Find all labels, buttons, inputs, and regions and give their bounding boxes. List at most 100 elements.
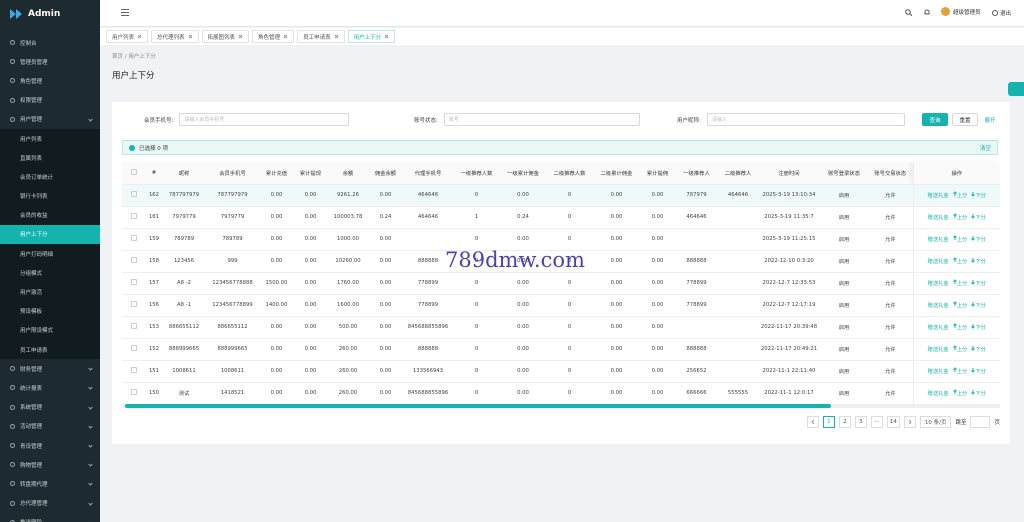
action-link[interactable]: 下分: [971, 258, 986, 265]
action-link[interactable]: 上分: [952, 389, 967, 397]
cell: 允许: [868, 184, 913, 207]
action-link[interactable]: 赠送礼金: [928, 237, 949, 243]
checkbox[interactable]: [130, 389, 137, 395]
jump-input[interactable]: [970, 416, 991, 428]
menu-item[interactable]: 直属列表: [0, 148, 100, 168]
menu-item[interactable]: 用户激活: [0, 282, 100, 302]
action-link[interactable]: 赠送礼金: [928, 347, 949, 353]
action-link[interactable]: 下分: [971, 214, 986, 221]
menu-item[interactable]: 分组模式: [0, 263, 100, 283]
action-link[interactable]: 上分: [952, 257, 967, 265]
clear-button[interactable]: 清空: [979, 145, 991, 152]
menu-item[interactable]: 活动管理: [0, 417, 100, 436]
filter-select[interactable]: 账号: [443, 113, 640, 126]
next-page[interactable]: [903, 416, 916, 428]
checkbox[interactable]: [130, 213, 137, 219]
menu-item[interactable]: 用户打码明细: [0, 244, 100, 264]
menu-item[interactable]: 权限管理: [0, 91, 100, 110]
action-link[interactable]: 上分: [952, 345, 967, 353]
action-link[interactable]: 下分: [971, 236, 986, 243]
checkbox[interactable]: [130, 301, 137, 307]
action-link[interactable]: 上分: [952, 323, 967, 331]
checkbox[interactable]: [130, 279, 137, 285]
tab[interactable]: 用户列表: [106, 30, 149, 43]
search-button[interactable]: 查询: [922, 113, 948, 126]
menu-item[interactable]: 用户上下分: [0, 224, 100, 245]
action-link[interactable]: 上分: [952, 191, 967, 199]
action-cell: 赠送礼金 上分 下分: [912, 228, 1000, 251]
user-menu[interactable]: 超级管理员: [941, 7, 981, 16]
action-link[interactable]: 下分: [971, 280, 986, 287]
menu-item[interactable]: 银行卡列表: [0, 186, 100, 206]
menu-item[interactable]: 用户限设模式: [0, 320, 100, 340]
tab[interactable]: 用户上下分: [347, 30, 396, 43]
menu-item[interactable]: 会员订单统计: [0, 167, 100, 187]
page-button[interactable]: 14: [886, 416, 900, 428]
menu-item[interactable]: 购物管理: [0, 455, 100, 474]
tab[interactable]: 拓展图列表: [201, 30, 250, 43]
menu-item[interactable]: 青设管理: [0, 436, 100, 455]
action-link[interactable]: 上分: [952, 367, 967, 375]
action-link[interactable]: 赠送礼金: [928, 193, 949, 199]
action-link[interactable]: 下分: [971, 346, 986, 353]
action-link[interactable]: 赠送礼金: [928, 369, 949, 375]
settings-button[interactable]: [1008, 82, 1024, 96]
checkbox[interactable]: [130, 323, 137, 329]
filter-input[interactable]: 请输入会员手机号: [179, 113, 350, 126]
action-link[interactable]: 赠送礼金: [928, 303, 949, 309]
menu-item[interactable]: 用户列表: [0, 128, 100, 149]
action-link[interactable]: 赠送礼金: [928, 281, 949, 287]
tab[interactable]: 总代理列表: [151, 30, 199, 43]
expand-button[interactable]: 展开: [984, 117, 996, 124]
action-link[interactable]: 下分: [971, 324, 986, 331]
checkbox[interactable]: [130, 235, 137, 241]
checkbox[interactable]: [130, 345, 137, 351]
reset-button[interactable]: 重置: [952, 113, 978, 126]
action-link[interactable]: 上分: [952, 301, 967, 309]
logout[interactable]: 退出: [992, 9, 1011, 17]
action-link[interactable]: 赠送礼金: [928, 215, 949, 221]
action-link[interactable]: 赠送礼金: [928, 259, 949, 265]
menu-item[interactable]: 用户管理: [0, 110, 100, 129]
action-link[interactable]: 上分: [952, 279, 967, 287]
page-button[interactable]: 3: [854, 416, 867, 428]
checkbox[interactable]: [130, 257, 137, 263]
page-button[interactable]: 2: [838, 416, 851, 428]
menu-item[interactable]: 员工申请表: [0, 340, 100, 360]
checkbox[interactable]: [130, 168, 137, 175]
action-link[interactable]: 下分: [971, 368, 986, 375]
action-link[interactable]: 上分: [952, 213, 967, 221]
action-link[interactable]: 赠送礼金: [928, 391, 949, 397]
menu-item[interactable]: 推送删除: [0, 513, 100, 522]
filter-input[interactable]: 请输入: [706, 113, 905, 126]
menu-item[interactable]: 财务管理: [0, 359, 100, 378]
crumb[interactable]: 首页: [112, 54, 124, 60]
action-link[interactable]: 下分: [971, 390, 986, 397]
menu-item[interactable]: 统计报表: [0, 378, 100, 397]
menu-item[interactable]: 系统管理: [0, 398, 100, 417]
menu-item[interactable]: 转盘期代理: [0, 474, 100, 493]
checkbox[interactable]: [130, 191, 137, 197]
page-button[interactable]: ···: [870, 416, 883, 428]
hamburger[interactable]: [121, 9, 129, 16]
page-button[interactable]: 1: [822, 416, 835, 428]
tab[interactable]: 员工申请表: [297, 30, 345, 43]
action-link[interactable]: 下分: [971, 192, 986, 199]
action-link[interactable]: 下分: [971, 302, 986, 309]
prev-page[interactable]: [806, 416, 819, 428]
menu-item[interactable]: 总代理管理: [0, 494, 100, 513]
menu-item[interactable]: 控制台: [0, 33, 100, 52]
page-size[interactable]: 10 条/页: [919, 416, 952, 428]
scrollbar[interactable]: [122, 404, 1000, 408]
checkbox[interactable]: [130, 367, 137, 373]
menu-item[interactable]: 管理员管理: [0, 52, 100, 71]
bell-icon[interactable]: [924, 9, 930, 16]
action-link[interactable]: 赠送礼金: [928, 325, 949, 331]
action-link[interactable]: 上分: [952, 235, 967, 243]
scroll-thumb[interactable]: [125, 404, 831, 408]
menu-item[interactable]: 会员的收益: [0, 205, 100, 225]
search-icon[interactable]: [905, 9, 912, 16]
tab[interactable]: 角色管理: [252, 30, 295, 43]
menu-item[interactable]: 角色管理: [0, 71, 100, 90]
menu-item[interactable]: 预设模板: [0, 301, 100, 321]
